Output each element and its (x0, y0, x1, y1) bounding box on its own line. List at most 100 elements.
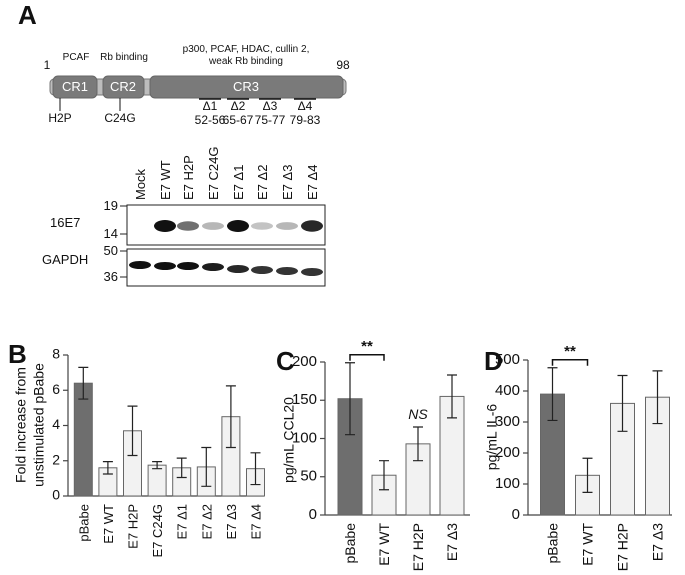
error-bar (201, 446, 212, 487)
bar (610, 402, 635, 516)
y-tick-label: 200 (495, 444, 520, 461)
error-bar (447, 374, 457, 419)
y-tick-label: 100 (292, 429, 317, 446)
y-axis-title: Fold increase from (13, 367, 29, 483)
error-bar (225, 385, 236, 449)
y-tick-label: 4 (52, 416, 60, 432)
region-box (102, 75, 145, 99)
blot-frame (126, 204, 326, 246)
deletion-range: 52-56 (195, 113, 226, 127)
region-annotation: Rb binding (100, 52, 148, 63)
x-tick-label: E7 Δ2 (199, 504, 214, 539)
band (177, 221, 199, 231)
x-tick-label: pBabe (342, 523, 358, 564)
x-tick-label: E7 H2P (126, 504, 141, 549)
mw-marker: 50 (104, 243, 118, 258)
significance-bracket (349, 354, 385, 361)
y-tick-label: 0 (309, 506, 317, 523)
band (227, 220, 249, 232)
lane-label: E7 Δ2 (255, 165, 270, 200)
error-bar (547, 367, 558, 422)
significance-label: ** (361, 338, 373, 355)
x-tick-label: pBabe (545, 523, 561, 564)
region-annotation: PCAF (63, 52, 90, 63)
lane-label: E7 H2P (181, 155, 196, 200)
band (251, 266, 273, 274)
error-bar (127, 405, 138, 457)
band (202, 222, 224, 230)
error-bar (152, 461, 163, 470)
panel-label: D (484, 346, 503, 376)
band (301, 220, 323, 232)
y-tick-label: 500 (495, 351, 520, 368)
x-tick-label: E7 C24G (150, 504, 165, 557)
western-blot: Mock E7 WT E7 H2P E7 C24G E7 Δ1 E7 Δ2 E7 Δ3 E7 … (42, 147, 326, 287)
region-annotation: p300, PCAF, HDAC, cullin 2, (183, 44, 310, 55)
x-tick-label: E7 Δ3 (224, 504, 239, 539)
region-annotation: weak Rb binding (208, 56, 283, 67)
x-tick-label: E7 WT (580, 523, 596, 566)
y-axis-title: unstimulated pBabe (31, 363, 47, 487)
x-tick-label: E7 H2P (410, 523, 426, 571)
x-tick-label: E7 WT (376, 523, 392, 566)
residue-start: 1 (44, 58, 51, 72)
deletion-range: 75-77 (255, 113, 286, 127)
residue-end: 98 (336, 58, 350, 72)
error-bar (652, 370, 663, 425)
lane-label: E7 Δ1 (231, 165, 246, 200)
region-name: CR2 (110, 79, 136, 94)
y-tick-label: 50 (300, 468, 317, 485)
deletion-range: 79-83 (290, 113, 321, 127)
error-bar (176, 457, 187, 479)
y-tick-label: 6 (52, 381, 60, 397)
band (251, 222, 273, 230)
x-tick-label: E7 Δ3 (650, 523, 666, 561)
bar (73, 382, 93, 497)
band (301, 268, 323, 276)
panel-label: B (8, 339, 27, 369)
deletion-name: Δ4 (298, 99, 313, 113)
band (154, 262, 176, 270)
region-name: CR1 (62, 79, 88, 94)
x-tick-label: E7 H2P (615, 523, 631, 571)
mw-marker: 36 (104, 269, 118, 284)
error-bar (582, 457, 593, 493)
deletion-name: Δ2 (231, 99, 246, 113)
y-tick-label: 8 (52, 346, 60, 362)
bar (147, 464, 167, 497)
y-tick-label: 0 (512, 506, 520, 523)
lane-label: E7 Δ3 (280, 165, 295, 200)
x-tick-label: E7 WT (101, 504, 116, 544)
significance-bracket (551, 359, 589, 366)
y-tick-label: 2 (52, 451, 60, 467)
band (227, 265, 249, 273)
band (154, 220, 176, 232)
deletion-name: Δ1 (203, 99, 218, 113)
mutation-label: H2P (48, 111, 71, 125)
significance-label: NS (408, 406, 428, 422)
band (276, 267, 298, 275)
error-bar (413, 426, 423, 462)
region-name: CR3 (233, 79, 259, 94)
region-box (52, 75, 98, 99)
lane-label: Mock (133, 168, 148, 200)
panel-label: C (276, 346, 295, 376)
y-tick-label: 200 (292, 353, 317, 370)
error-bar (250, 452, 261, 486)
y-axis-title: pg/mL IL-6 (484, 404, 500, 471)
mutation-label: C24G (104, 111, 135, 125)
error-bar (78, 366, 89, 400)
error-bar (379, 460, 389, 491)
deletion-range: 65-67 (223, 113, 254, 127)
y-tick-label: 400 (495, 382, 520, 399)
y-tick-label: 150 (292, 391, 317, 408)
band (177, 262, 199, 270)
x-tick-label: E7 Δ3 (444, 523, 460, 561)
x-tick-label: E7 Δ1 (175, 504, 190, 539)
significance-label: ** (564, 343, 576, 360)
band (129, 261, 151, 269)
row-label: GAPDH (42, 252, 88, 267)
